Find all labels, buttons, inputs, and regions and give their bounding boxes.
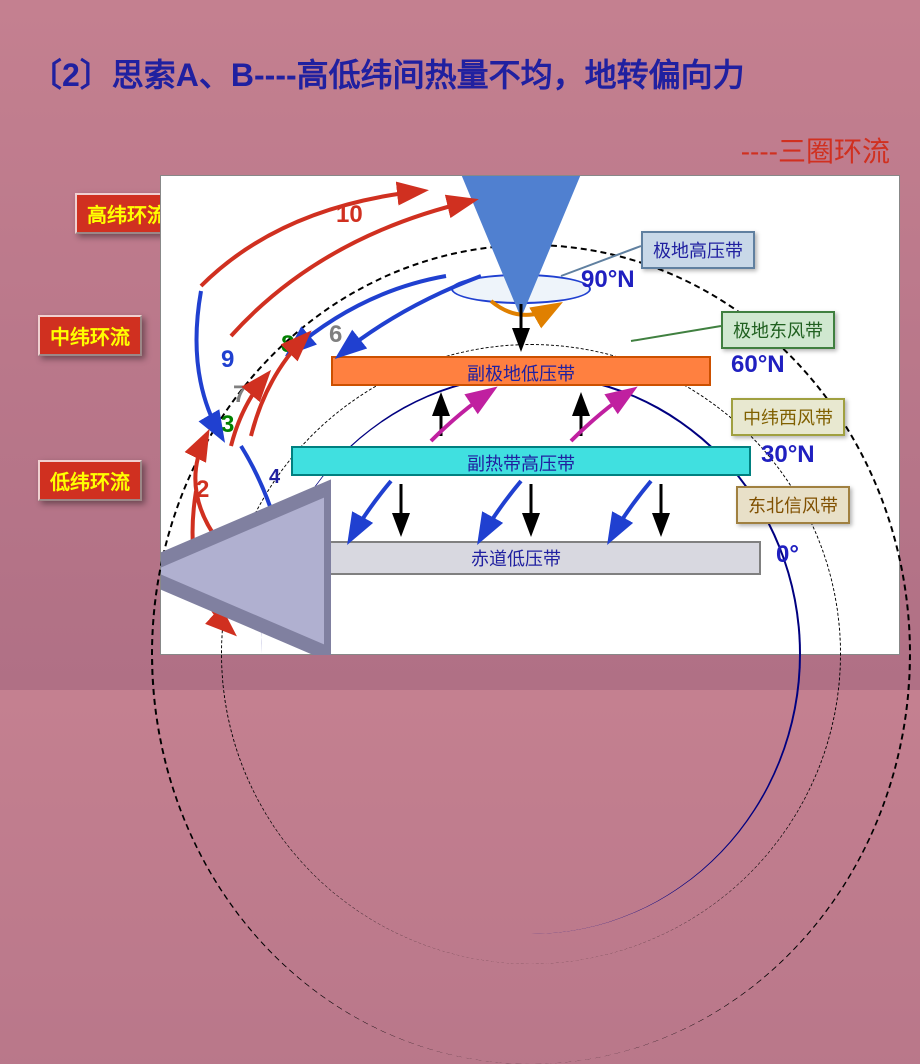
belt-subpolar-low: 副极地低压带 xyxy=(331,356,711,386)
label-polar-high: 极地高压带 xyxy=(641,231,755,269)
slide-subtitle: ----三圈环流 xyxy=(741,130,890,170)
slide-title: 〔2〕思索A、B----高低纬间热量不均，地转偏向力 xyxy=(30,55,890,97)
num-9: 9 xyxy=(221,346,234,374)
belt-subtropical-high: 副热带高压带 xyxy=(291,446,751,476)
num-7: 7 xyxy=(233,381,246,409)
num-9: 10 xyxy=(336,201,363,229)
num-8: 8 xyxy=(281,331,294,359)
cell-label-low: 低纬环流 xyxy=(38,460,142,501)
polar-cap-ellipse xyxy=(451,274,591,304)
num-6: 6 xyxy=(329,321,342,349)
num-4: 4 xyxy=(269,466,280,489)
num-2: 2 xyxy=(196,476,209,504)
belt-equatorial-low: 赤道低压带 xyxy=(271,541,761,575)
lat-0: 0° xyxy=(776,541,799,569)
cell-label-mid: 中纬环流 xyxy=(38,315,142,356)
label-ne-trades: 东北信风带 xyxy=(736,486,850,524)
lat-60n: 60°N xyxy=(731,351,785,379)
label-westerlies: 中纬西风带 xyxy=(731,398,845,436)
label-polar-easterlies: 极地东风带 xyxy=(721,311,835,349)
diagram-container: 副极地低压带 副热带高压带 赤道低压带 极地高压带 极地东风带 中纬西风带 东北… xyxy=(160,175,900,655)
lat-30n: 30°N xyxy=(761,441,815,469)
num-1: 1 xyxy=(236,596,249,624)
num-5: 5 xyxy=(531,211,544,239)
num-3: 3 xyxy=(221,411,234,439)
lat-90n: 90°N xyxy=(581,266,635,294)
